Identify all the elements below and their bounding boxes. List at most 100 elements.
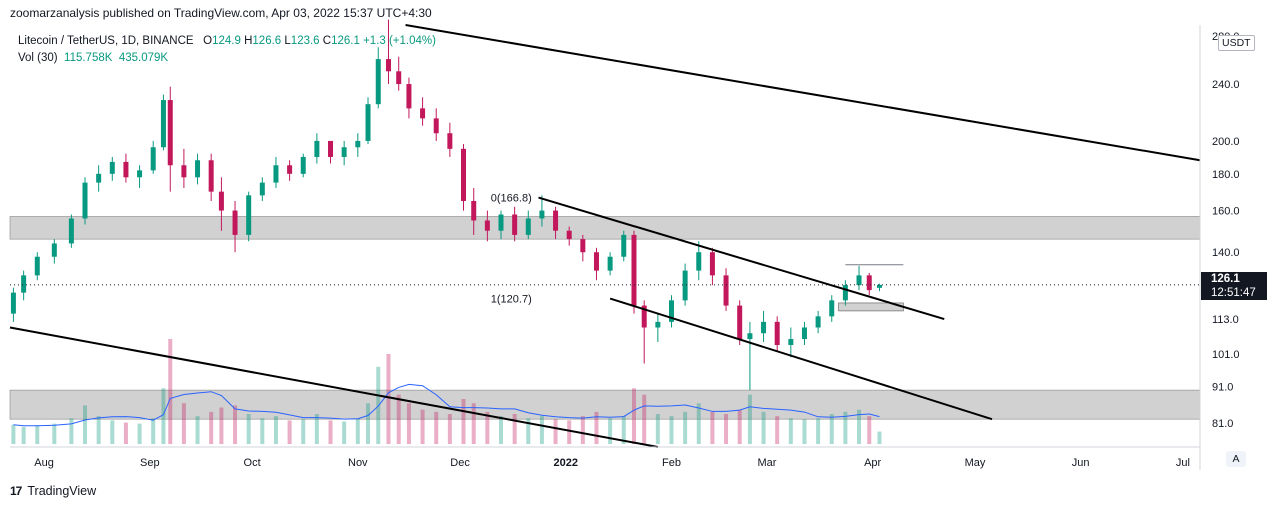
candle-body (607, 256, 613, 271)
volume-label: Vol (30) (18, 52, 58, 64)
volume-bar (775, 416, 780, 444)
candle-body (484, 220, 490, 231)
volume-bar (683, 411, 688, 444)
volume-bar (434, 411, 439, 444)
volume-bar (485, 411, 490, 444)
time-tick: Nov (348, 457, 368, 469)
volume-bar (608, 418, 613, 444)
fib-bottom-label: 1(120.7) (491, 294, 532, 306)
candle-body (328, 140, 334, 157)
symbol-name: Litecoin / TetherUS, 1D, BINANCE (18, 35, 194, 47)
candle-body (655, 321, 661, 328)
candle-body (150, 147, 156, 171)
volume-bar (21, 426, 26, 444)
volume-bar (461, 399, 466, 444)
candle-body (21, 275, 27, 293)
volume-bar (788, 418, 793, 444)
candle-body (181, 165, 187, 178)
countdown-timer: 12:51:47 (1211, 287, 1256, 299)
publisher-caption: zoomarzanalysis published on TradingView… (10, 6, 432, 20)
candle-body (195, 160, 201, 178)
candle-body (447, 133, 453, 149)
volume-bar (761, 411, 766, 444)
change-value: +1.3 (+1.04%) (363, 35, 436, 47)
candle-body (682, 270, 688, 301)
time-tick: Oct (244, 457, 261, 469)
volume-ma-line (13, 383, 880, 427)
price-tick: 140.0 (1212, 247, 1240, 259)
volume-bar (512, 414, 517, 444)
volume-bar (621, 416, 626, 444)
candle-body (566, 230, 572, 240)
current-price-value: 126.1 (1211, 273, 1240, 285)
volume-bar (151, 418, 156, 444)
volume-bar (631, 388, 636, 444)
candle-body (68, 218, 74, 244)
candle-body (815, 316, 821, 328)
volume-bar (52, 423, 57, 444)
candle-body (300, 156, 306, 174)
volume-bar (406, 403, 411, 444)
volume-bar (843, 411, 848, 444)
volume-bar (181, 403, 186, 444)
footer-brand: 17 TradingView (10, 484, 96, 498)
time-tick: 2022 (554, 457, 578, 469)
auto-scale-button[interactable]: A (1226, 451, 1246, 467)
volume-bar (314, 414, 319, 444)
time-tick: Jun (1072, 457, 1090, 469)
candle-body (788, 339, 794, 345)
volume-bar (328, 420, 333, 444)
time-tick: Aug (34, 457, 54, 469)
volume-bar (83, 405, 88, 444)
volume-bar (209, 411, 214, 444)
volume-bar (447, 414, 452, 444)
candle-body (471, 200, 477, 221)
currency-button[interactable]: USDT (1218, 35, 1255, 51)
time-tick: Jul (1176, 457, 1190, 469)
volume-legend: Vol (30) 115.758K 435.079K (18, 52, 168, 64)
candle-body (51, 243, 57, 257)
candle-body (593, 252, 599, 271)
price-tick: 91.0 (1212, 382, 1233, 394)
candle-body (696, 252, 702, 271)
volume-bar (273, 416, 278, 444)
volume-bar (137, 423, 142, 444)
price-tick: 113.0 (1212, 314, 1239, 326)
volume-bar (471, 403, 476, 444)
candle-body (82, 182, 88, 219)
low-value: 123.6 (290, 35, 320, 47)
candle-body (259, 182, 265, 196)
volume-bar (816, 418, 821, 444)
volume-bar (737, 409, 742, 444)
candle-body (498, 214, 504, 231)
high-value: 126.6 (252, 35, 282, 47)
volume-bar (396, 394, 401, 444)
time-tick: Feb (662, 457, 681, 469)
volume-bar (342, 421, 347, 444)
time-tick: Sep (140, 457, 160, 469)
candle-body (512, 214, 518, 235)
volume-bar (642, 394, 647, 444)
open-label: O (203, 35, 213, 47)
volume-bar (11, 424, 16, 444)
candle-body (774, 321, 780, 345)
volume-bar (233, 405, 238, 444)
volume-bar (287, 420, 292, 444)
candle-body (167, 100, 173, 166)
volume-bar (857, 409, 862, 444)
candle-body (314, 140, 320, 157)
volume-bar (696, 403, 701, 444)
support-zone (9, 389, 1201, 420)
candle-body (232, 210, 238, 235)
open-value: 124.9 (212, 35, 241, 47)
price-tick: 240.0 (1212, 79, 1240, 91)
candle-body (123, 161, 129, 178)
volume-bar (161, 388, 166, 444)
volume-bar (747, 394, 752, 444)
high-label: H (244, 35, 253, 47)
volume-bar (195, 416, 200, 444)
trendline (9, 326, 659, 448)
candle-body (10, 292, 16, 314)
volume-bar (867, 416, 872, 444)
